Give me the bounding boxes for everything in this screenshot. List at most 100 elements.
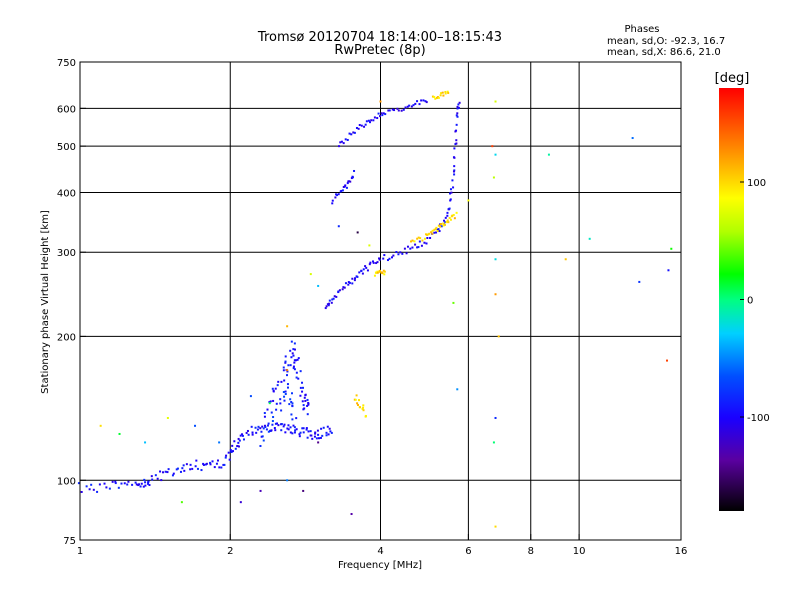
data-point: [417, 236, 420, 239]
data-point: [386, 259, 389, 262]
data-point: [390, 256, 393, 259]
stats-line-o: mean, sd,O: -92.3, 16.7: [607, 36, 725, 47]
data-point: [118, 432, 121, 435]
data-point: [271, 423, 274, 426]
data-point: [179, 470, 182, 473]
data-point: [437, 228, 440, 231]
data-point: [362, 268, 365, 271]
data-point: [305, 428, 308, 431]
data-point: [293, 342, 296, 345]
data-point: [391, 108, 394, 111]
data-point: [211, 460, 214, 463]
data-point: [455, 142, 458, 145]
data-point: [307, 403, 310, 406]
data-point: [399, 251, 402, 254]
data-point: [289, 349, 292, 352]
data-point: [294, 359, 297, 362]
data-point: [295, 376, 298, 379]
data-point: [449, 199, 452, 202]
data-point: [276, 384, 279, 387]
data-point: [236, 445, 239, 448]
data-point: [263, 412, 266, 415]
data-point: [376, 261, 379, 264]
data-point: [275, 408, 278, 411]
data-point: [325, 305, 328, 308]
data-point: [77, 482, 80, 485]
data-point: [166, 471, 169, 474]
data-point: [455, 123, 458, 126]
data-point: [260, 435, 263, 438]
data-point: [123, 482, 126, 485]
data-point: [276, 422, 279, 425]
data-point: [205, 462, 208, 465]
data-point: [282, 425, 285, 428]
data-point: [356, 275, 359, 278]
data-point: [185, 463, 188, 466]
data-point: [272, 416, 275, 419]
data-point: [286, 427, 289, 430]
data-point: [452, 213, 455, 216]
data-point: [194, 465, 197, 468]
data-point: [283, 399, 286, 402]
data-point: [378, 258, 381, 261]
data-point: [387, 109, 390, 112]
data-point: [376, 271, 379, 274]
data-point: [134, 481, 137, 484]
data-point: [414, 102, 417, 105]
data-point: [222, 463, 225, 466]
x-tick-label: 1: [77, 546, 83, 557]
data-point: [375, 262, 378, 265]
data-point: [365, 120, 368, 123]
data-point: [260, 430, 263, 433]
data-point: [449, 188, 452, 191]
data-point: [667, 269, 670, 272]
data-point: [269, 429, 272, 432]
data-point: [309, 273, 312, 276]
data-point: [328, 427, 331, 430]
data-point: [316, 429, 319, 432]
data-point: [204, 463, 207, 466]
data-point: [301, 390, 304, 393]
data-point: [262, 439, 265, 442]
data-point: [360, 124, 363, 127]
data-point: [342, 142, 345, 145]
data-point: [143, 478, 146, 481]
data-point: [306, 398, 309, 401]
data-point: [176, 467, 179, 470]
data-point: [366, 269, 369, 272]
data-point: [242, 438, 245, 441]
data-point: [338, 289, 341, 292]
data-point: [364, 265, 367, 268]
data-point: [327, 304, 330, 307]
chart-subtitle: RwPretec (8p): [334, 43, 425, 58]
data-point: [290, 392, 293, 395]
data-point: [127, 480, 130, 483]
data-point: [409, 240, 412, 243]
data-point: [588, 237, 591, 240]
data-point: [290, 413, 293, 416]
data-point: [195, 459, 198, 462]
data-point: [267, 430, 270, 433]
data-point: [445, 221, 448, 224]
data-point: [350, 133, 353, 136]
data-point: [431, 95, 434, 98]
data-point: [254, 426, 257, 429]
data-point: [271, 420, 274, 423]
data-point: [99, 424, 102, 427]
data-point: [453, 169, 456, 172]
data-point: [340, 189, 343, 192]
data-point: [425, 101, 428, 104]
data-point: [383, 273, 386, 276]
data-point: [239, 501, 242, 504]
data-point: [144, 481, 147, 484]
data-point: [202, 463, 205, 466]
data-point: [400, 109, 403, 112]
data-point: [368, 263, 371, 266]
data-point: [159, 470, 162, 473]
data-point: [286, 369, 289, 372]
data-point: [437, 224, 440, 227]
data-point: [290, 356, 293, 359]
stats-title: Phases: [624, 24, 659, 35]
data-point: [457, 106, 460, 109]
